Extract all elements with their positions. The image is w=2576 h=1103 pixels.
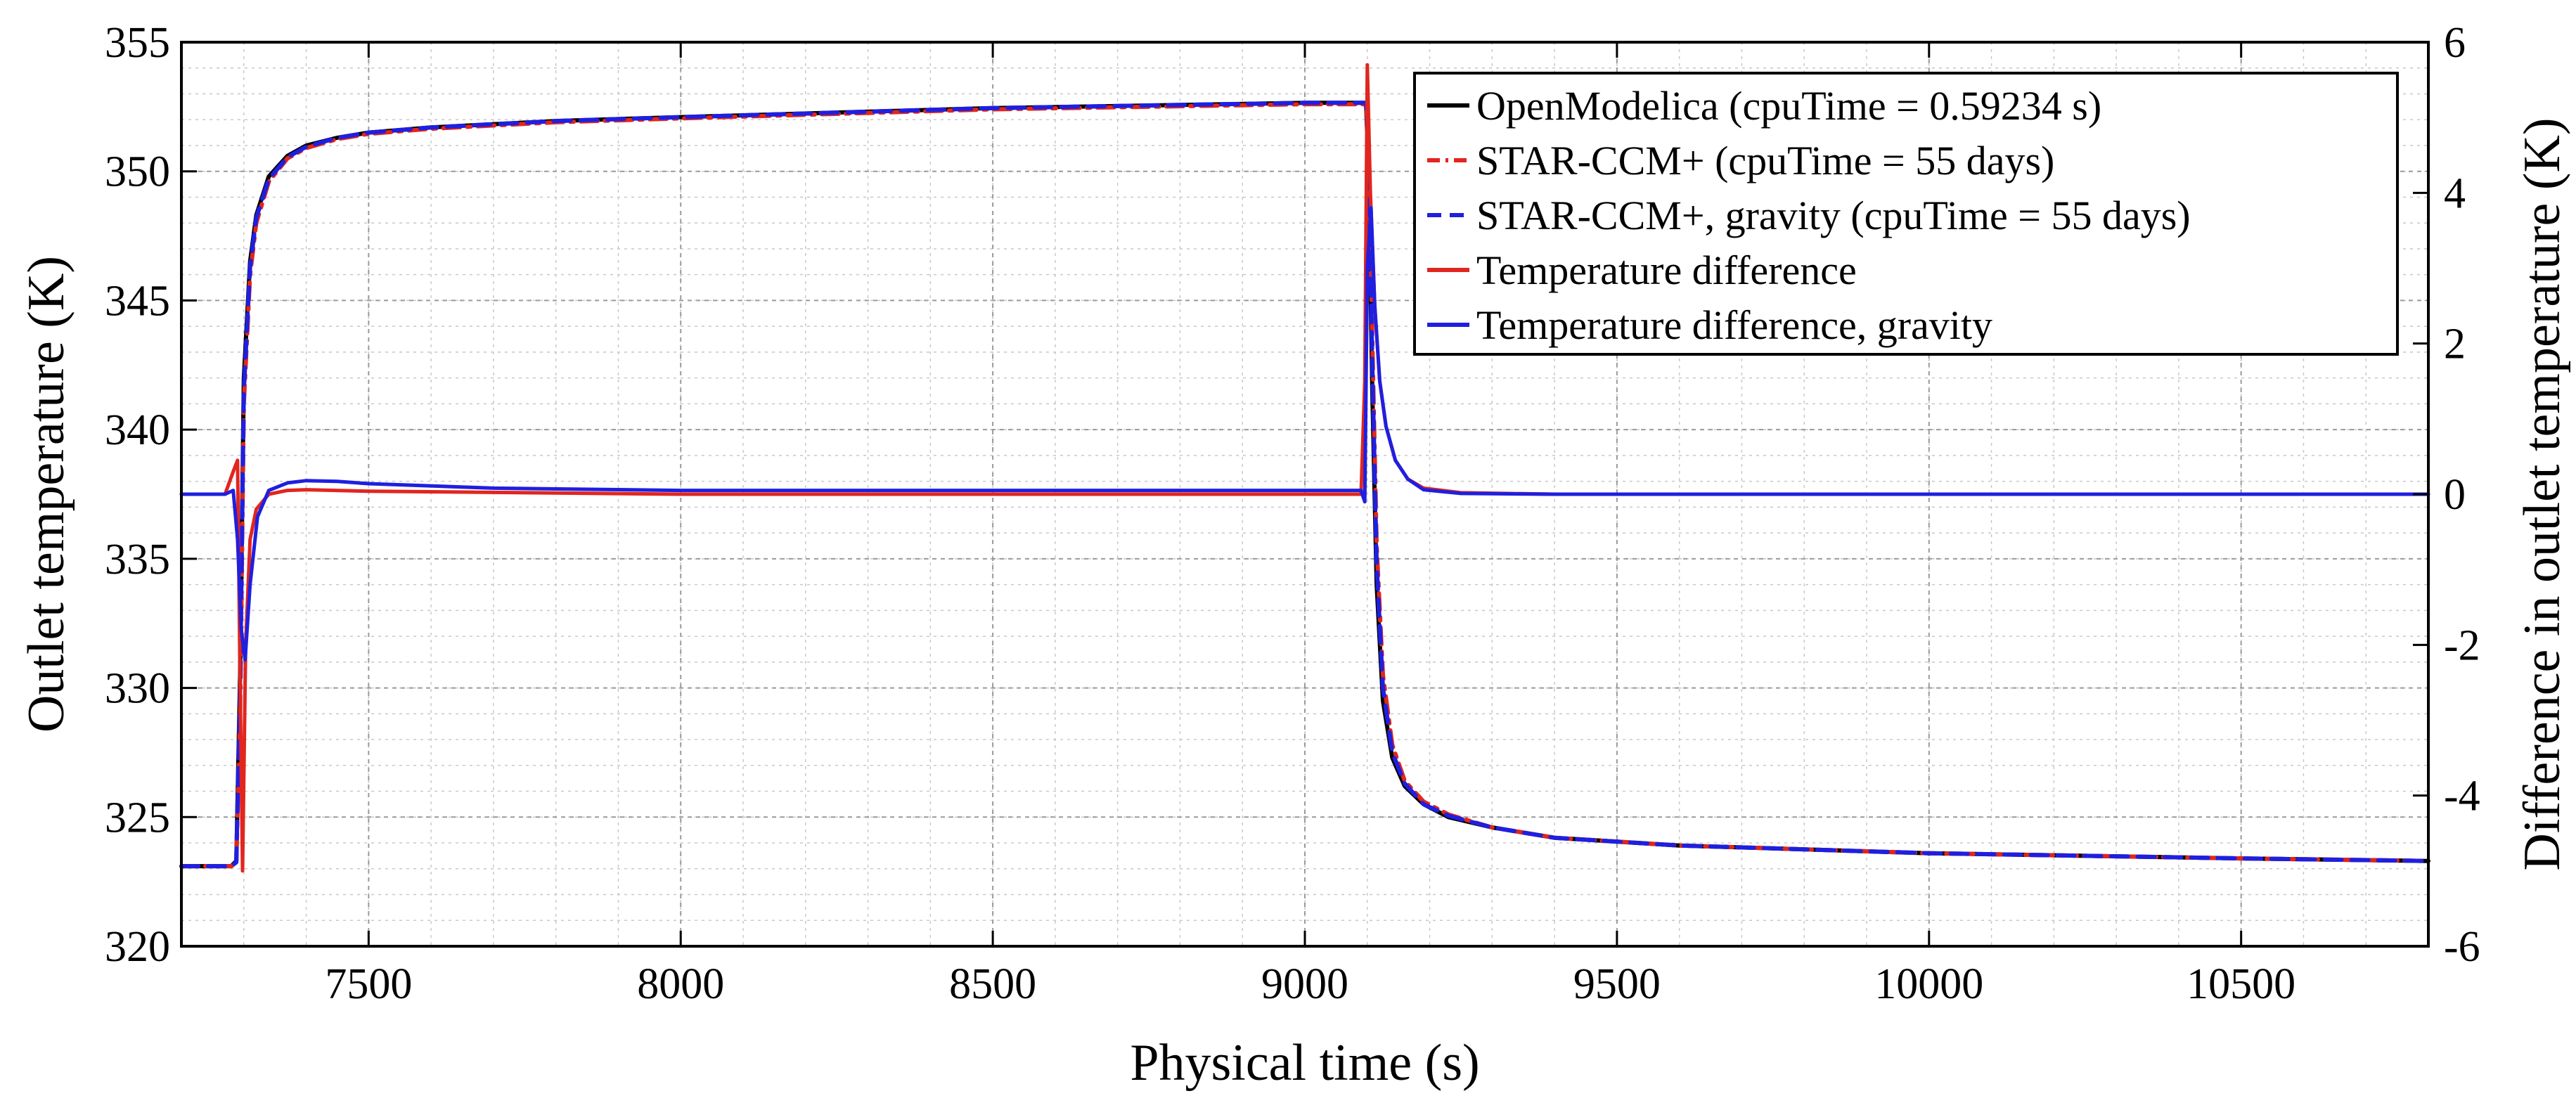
ticks: 7500 8000 8500 9000 9500 10000 10500 320 325 330 3…	[105, 19, 2480, 1008]
y-tick-label: 355	[105, 19, 170, 67]
series-line-4	[179, 206, 2430, 662]
x-tick-label: 8000	[637, 960, 724, 1008]
series-line-2	[179, 101, 2430, 869]
y2-tick-label: 6	[2444, 19, 2466, 67]
y-tick-label: 335	[105, 536, 170, 583]
y-tick-label: 325	[105, 794, 170, 841]
x-tick-label: 8500	[949, 960, 1036, 1008]
y2-tick-label: -2	[2444, 621, 2480, 669]
legend-label-1: STAR-CCM+ (cpuTime = 55 days)	[1476, 138, 2054, 183]
x-tick-label: 10000	[1874, 960, 1983, 1008]
y-tick-label: 320	[105, 923, 170, 971]
y-tick-label: 330	[105, 665, 170, 713]
y2-tick-label: 4	[2444, 169, 2466, 217]
y2-axis-label: Difference in outlet temperature (K)	[2513, 117, 2571, 870]
x-tick-label: 7500	[325, 960, 412, 1008]
x-tick-label: 9500	[1573, 960, 1661, 1008]
legend-box	[1413, 72, 2399, 356]
x-tick-label: 10500	[2187, 960, 2295, 1008]
y2-tick-label: -6	[2444, 923, 2480, 971]
x-tick-label: 9000	[1261, 960, 1348, 1008]
legend: OpenModelica (cpuTime = 0.59234 s) STAR-C…	[1413, 72, 2399, 356]
x-axis-label: Physical time (s)	[1130, 1034, 1479, 1092]
y-tick-label: 350	[105, 148, 170, 196]
y-tick-label: 340	[105, 406, 170, 454]
y2-tick-label: 2	[2444, 321, 2466, 368]
legend-label-2: STAR-CCM+, gravity (cpuTime = 55 days)	[1476, 193, 2191, 238]
y2-tick-label: -4	[2444, 773, 2480, 820]
y-tick-label: 345	[105, 277, 170, 325]
legend-label-0: OpenModelica (cpuTime = 0.59234 s)	[1476, 83, 2101, 129]
series-layer	[179, 63, 2430, 873]
legend-label-4: Temperature difference, gravity	[1476, 302, 1992, 348]
legend-label-3: Temperature difference	[1476, 247, 1857, 293]
y2-tick-label: 0	[2444, 471, 2466, 519]
y-axis-label: Outlet temperature (K)	[18, 256, 75, 733]
